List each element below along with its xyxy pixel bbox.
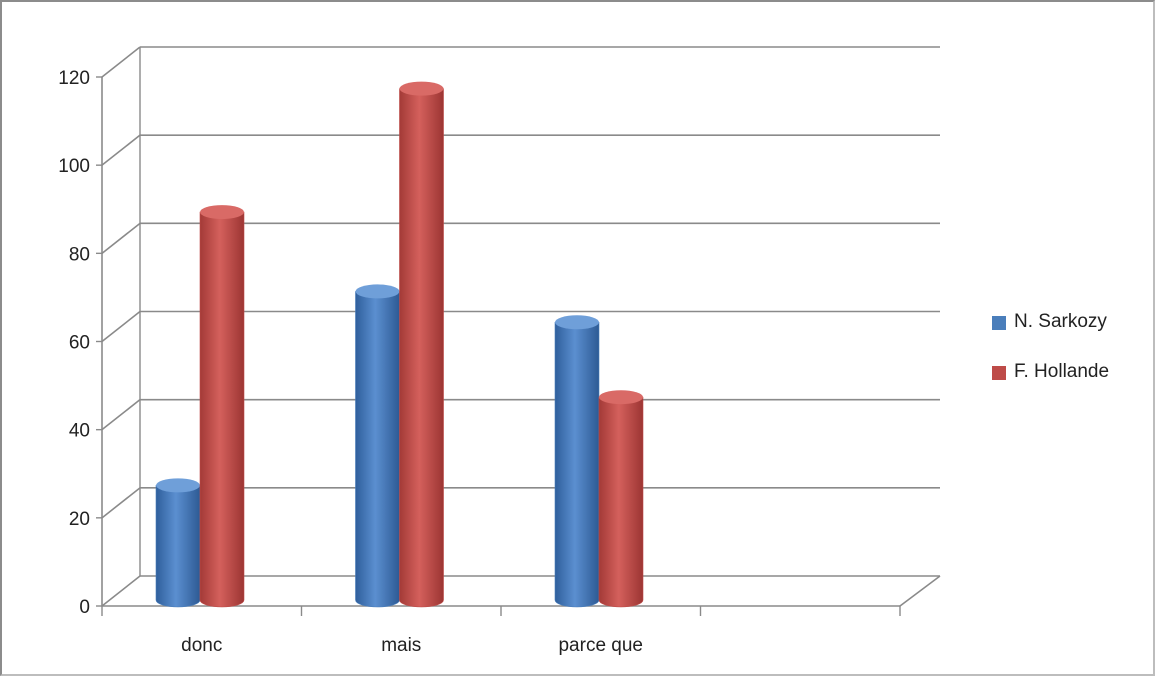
bar-sarkozy <box>554 315 600 608</box>
bar-top <box>200 205 244 220</box>
bar-body <box>355 291 400 608</box>
x-tick-label: mais <box>381 635 421 656</box>
bar-hollande <box>399 81 444 608</box>
y-tick-label: 120 <box>58 68 90 89</box>
floor-right-edge <box>899 575 941 607</box>
side-gridline <box>101 310 141 343</box>
y-tick-label: 60 <box>69 333 90 354</box>
bar-top <box>399 81 444 96</box>
side-gridline <box>101 222 141 254</box>
x-tick-label: parce que <box>558 635 643 656</box>
axes <box>96 47 941 616</box>
side-gridline <box>101 46 141 78</box>
y-tick-label: 100 <box>58 156 90 177</box>
bar-top <box>555 315 599 330</box>
bar-hollande <box>598 390 644 608</box>
bar-body <box>598 396 644 608</box>
legend-swatch-hollande <box>992 366 1006 380</box>
axis-labels: 0 20 40 60 80 100 120 donc mais parce que <box>58 68 643 656</box>
side-gridline <box>101 575 141 607</box>
y-tick-label: 20 <box>69 509 90 530</box>
gridlines <box>101 46 940 607</box>
side-gridline <box>101 487 141 519</box>
side-gridline <box>101 134 141 166</box>
bar-top <box>355 284 400 299</box>
bar-hollande <box>199 205 245 608</box>
bar-sarkozy <box>155 478 201 608</box>
legend-label-hollande: F. Hollande <box>1014 361 1110 382</box>
y-tick-label: 80 <box>69 244 90 265</box>
bar-sarkozy <box>355 284 400 608</box>
bars <box>155 81 644 608</box>
x-tick-label: donc <box>181 635 222 656</box>
bar-body <box>155 485 201 608</box>
bar-body <box>399 88 444 608</box>
bar-top <box>599 390 643 405</box>
y-tick-label: 0 <box>79 597 90 618</box>
legend-label-sarkozy: N. Sarkozy <box>1014 311 1107 332</box>
bar-top <box>156 478 200 493</box>
y-tick-label: 40 <box>69 421 90 442</box>
bar-body <box>554 321 600 608</box>
side-gridline <box>101 399 141 431</box>
legend-swatch-sarkozy <box>992 316 1006 330</box>
bar-body <box>199 211 245 608</box>
